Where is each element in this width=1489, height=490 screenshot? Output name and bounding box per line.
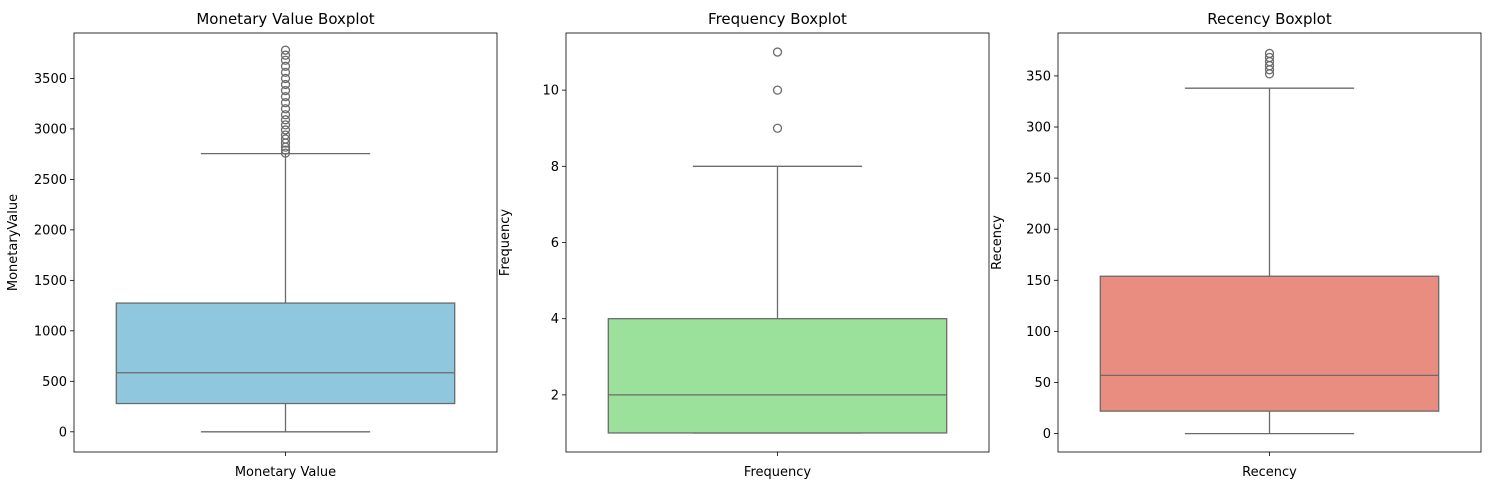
y-tick-label: 6: [551, 236, 559, 251]
y-tick-label: 50: [1034, 376, 1051, 391]
subplot-2: Frequency Boxplot 2 4 6 8 10 Frequency Frequenc…: [498, 10, 990, 480]
y-tick-label: 350: [1026, 69, 1051, 84]
outlier-point: [772, 85, 783, 95]
x-tick-label: Monetary Value: [235, 465, 336, 480]
outlier-point: [280, 125, 291, 135]
outlier-point: [772, 47, 783, 57]
y-tick-label: 10: [542, 84, 559, 99]
iqr-box: [607, 318, 948, 434]
iqr-box: [1099, 275, 1440, 412]
y-tick-label: 8: [551, 160, 559, 175]
y-tick-label: 0: [59, 425, 67, 440]
y-tick-label: 1500: [34, 274, 67, 289]
y-axis-label: MonetaryValue: [6, 194, 21, 291]
outlier-point: [280, 115, 291, 125]
outlier-point: [280, 104, 291, 114]
y-tick-label: 3500: [34, 72, 67, 87]
y-tick-label: 3000: [34, 122, 67, 137]
y-tick-label: 2000: [34, 223, 67, 238]
plot-frame: [565, 32, 990, 453]
outlier-point: [280, 145, 291, 155]
y-tick-label: 0: [1043, 427, 1051, 442]
y-tick-label: 300: [1026, 121, 1051, 136]
outlier-point: [280, 55, 291, 65]
outlier-point: [280, 50, 291, 60]
outlier-point: [280, 130, 291, 140]
y-axis-label: Recency: [990, 215, 1005, 270]
outlier-point: [280, 61, 291, 71]
y-tick-label: 4: [551, 312, 559, 327]
outlier-point: [280, 45, 291, 55]
outlier-point: [1264, 48, 1275, 59]
iqr-box: [115, 302, 456, 405]
y-tick-label: 200: [1026, 223, 1051, 238]
outlier-point: [280, 110, 291, 120]
outlier-point: [280, 67, 291, 78]
x-tick-label: Recency: [1242, 465, 1297, 480]
outlier-point: [280, 134, 291, 144]
subplot-1: Monetary Value Boxplot 0 500 1000 1500 2000 25…: [6, 10, 498, 480]
y-tick-label: 2500: [34, 173, 67, 188]
y-tick-label: 500: [42, 375, 67, 390]
x-tick-label: Frequency: [744, 465, 811, 480]
outlier-point: [280, 148, 291, 158]
outlier-point: [772, 123, 783, 133]
chart-title: Recency Boxplot: [1207, 10, 1332, 28]
y-tick-label: 250: [1026, 172, 1051, 187]
y-tick-label: 150: [1026, 274, 1051, 289]
y-tick-label: 100: [1026, 325, 1051, 340]
outlier-point: [1264, 52, 1275, 63]
chart-title: Frequency Boxplot: [708, 10, 847, 28]
outlier-point: [280, 120, 291, 130]
subplot-3: Recency Boxplot 0 50 100 150 200 250 300 350 Rece…: [990, 10, 1482, 480]
outlier-point: [280, 79, 291, 90]
y-axis-label: Frequency: [498, 209, 513, 276]
y-tick-label: 2: [551, 388, 559, 403]
plot-frame: [1057, 32, 1482, 453]
outlier-point: [280, 73, 291, 84]
outlier-point: [280, 85, 291, 96]
y-tick-label: 1000: [34, 324, 67, 339]
plot-frame: [73, 32, 498, 453]
outlier-point: [280, 98, 291, 108]
chart-title: Monetary Value Boxplot: [196, 10, 374, 28]
outlier-point: [280, 91, 291, 102]
